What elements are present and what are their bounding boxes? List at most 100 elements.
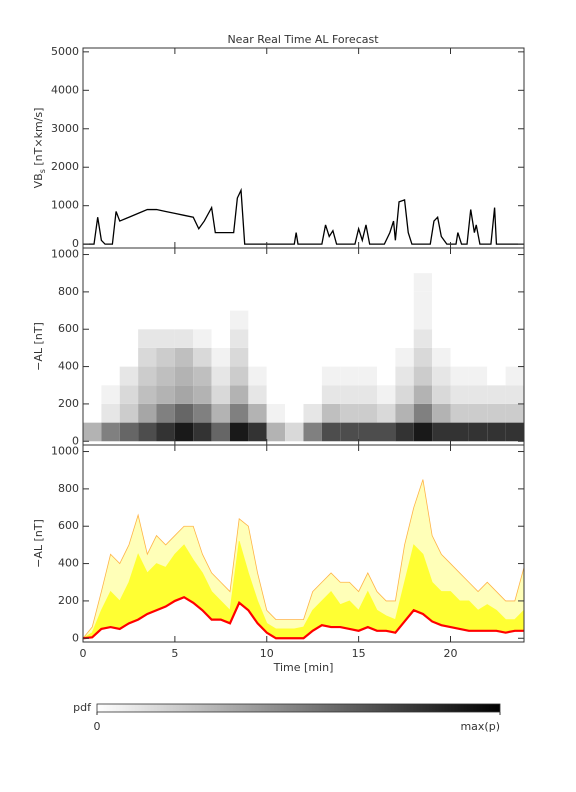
median-line — [82, 595, 524, 640]
heat-cell — [413, 310, 433, 330]
colorbar-tick-label: max(p) — [460, 720, 500, 733]
heat-cell — [101, 422, 120, 442]
heat-cell — [138, 291, 157, 311]
heat-cell — [248, 310, 267, 330]
heat-cell — [211, 385, 230, 404]
heat-cell — [358, 403, 377, 423]
heat-cell — [211, 403, 230, 423]
y-tick-label: 1000 — [51, 248, 79, 261]
heat-cell — [468, 291, 488, 311]
heat-cell — [377, 291, 396, 311]
y-tick-label: 3000 — [51, 122, 79, 135]
heat-cell — [211, 366, 230, 386]
heat-cell — [211, 291, 230, 311]
y-tick-label: 200 — [58, 397, 79, 410]
heat-cell — [193, 310, 212, 330]
y-axis-label: VBs [nT×km/s] — [32, 108, 47, 189]
heat-cell — [358, 329, 377, 348]
heat-cell — [266, 329, 286, 348]
heat-cell — [83, 366, 102, 386]
heat-cell — [83, 291, 102, 311]
heat-cell — [321, 347, 341, 367]
heat-cell — [174, 310, 194, 330]
heat-cell — [321, 403, 341, 423]
heat-cell — [119, 273, 139, 292]
heat-cell — [174, 366, 194, 386]
heat-cell — [377, 366, 396, 386]
y-tick-label: 5000 — [51, 45, 79, 58]
heat-cell — [174, 291, 194, 311]
heat-cell — [487, 329, 506, 348]
heat-cell — [340, 347, 359, 367]
heat-cell — [285, 291, 304, 311]
heat-cell — [230, 291, 249, 311]
heat-cell — [468, 273, 488, 292]
heat-cell — [193, 403, 212, 423]
heat-cell — [138, 347, 157, 367]
heat-cell — [156, 329, 175, 348]
heat-cell — [432, 310, 451, 330]
heat-cell — [340, 422, 359, 442]
heat-cell — [230, 347, 249, 367]
heat-cell — [83, 422, 102, 442]
heat-cell — [303, 366, 322, 386]
heat-cell — [505, 422, 524, 442]
heat-cell — [395, 366, 414, 386]
heat-cell — [138, 329, 157, 348]
heat-cell — [377, 347, 396, 367]
y-tick-label: 600 — [58, 519, 79, 532]
heat-cell — [432, 329, 451, 348]
heat-cell — [413, 347, 433, 367]
panel: 0 200 400 600 800 1000 −AL [nT] — [32, 247, 525, 447]
heat-cell — [432, 422, 451, 442]
heat-cell — [395, 291, 414, 311]
heat-cell — [395, 310, 414, 330]
heat-cell — [266, 385, 286, 404]
heat-cell — [505, 366, 524, 386]
heat-cell — [505, 347, 524, 367]
y-tick-label: 4000 — [51, 83, 79, 96]
heat-cell — [377, 329, 396, 348]
heat-cell — [377, 385, 396, 404]
heat-cell — [450, 273, 469, 292]
heat-cell — [321, 291, 341, 311]
heat-cell — [230, 310, 249, 330]
plot-frame — [82, 444, 525, 643]
heat-cell — [450, 310, 469, 330]
heat-cell — [468, 347, 488, 367]
heat-cell — [193, 291, 212, 311]
heat-cell — [266, 310, 286, 330]
heat-cell — [303, 385, 322, 404]
heat-cell — [395, 273, 414, 292]
x-tick-label: 10 — [260, 647, 274, 660]
heat-cell — [83, 403, 102, 423]
heat-cell — [413, 291, 433, 311]
heat-cell — [285, 366, 304, 386]
heat-cell — [156, 422, 175, 442]
heat-cell — [377, 403, 396, 423]
y-tick-label: 800 — [58, 285, 79, 298]
heat-cell — [285, 422, 304, 442]
heat-cell — [377, 273, 396, 292]
heat-cell — [119, 291, 139, 311]
y-tick-label: 0 — [72, 434, 79, 447]
heat-cell — [119, 385, 139, 404]
heat-cell — [138, 273, 157, 292]
heat-cell — [340, 310, 359, 330]
heat-cell — [248, 403, 267, 423]
heat-cell — [487, 347, 506, 367]
heat-cell — [450, 366, 469, 386]
heat-cell — [468, 422, 488, 442]
heat-cell — [432, 403, 451, 423]
heat-cell — [119, 366, 139, 386]
heat-cell — [358, 366, 377, 386]
heat-cell — [285, 310, 304, 330]
heat-cell — [138, 403, 157, 423]
heat-cell — [432, 347, 451, 367]
heat-cell — [505, 329, 524, 348]
heat-cell — [450, 385, 469, 404]
heat-cell — [321, 422, 341, 442]
heat-cell — [303, 329, 322, 348]
heat-cell — [340, 403, 359, 423]
